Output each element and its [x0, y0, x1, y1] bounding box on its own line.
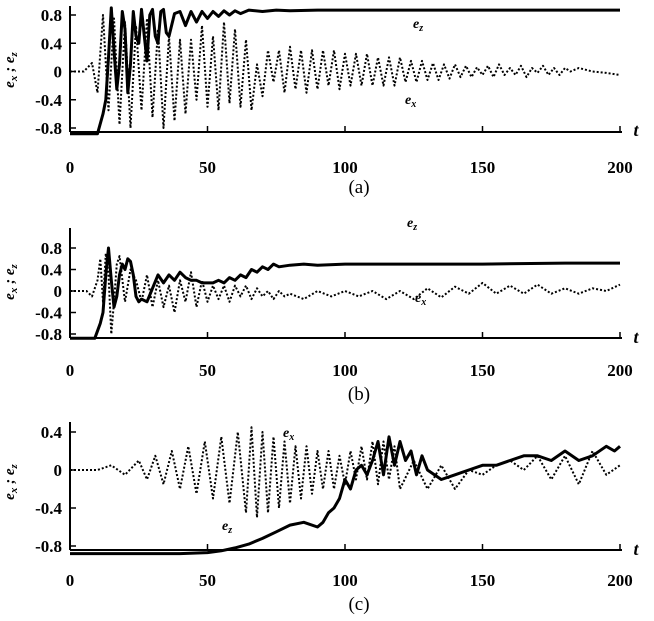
y-tick-label: -0.4 [35, 499, 62, 518]
panel-caption: (b) [348, 384, 370, 405]
x-tick-label: 200 [607, 361, 633, 380]
x-tick-label: 0 [66, 158, 75, 177]
x-tick-label: 0 [66, 571, 75, 590]
y-tick-label: 0.4 [41, 34, 63, 53]
x-tick-label: 150 [470, 571, 496, 590]
x-tick-label: 200 [607, 571, 633, 590]
y-axis-label: ex ; ez [2, 463, 20, 499]
x-axis-label: t [633, 120, 639, 140]
panel-caption: (c) [348, 594, 369, 615]
y-tick-label: -0.4 [35, 91, 62, 110]
series-line-ez [70, 246, 620, 340]
y-tick-label: 0 [54, 282, 63, 301]
y-tick-label: -0.8 [35, 325, 62, 344]
y-axis-label: ex ; ez [2, 263, 20, 299]
x-axis-label: t [633, 539, 639, 559]
series-line-ez [70, 6, 620, 136]
series-label-ex: ex [405, 93, 416, 110]
y-tick-label: 0 [54, 63, 63, 82]
series-line-ex [70, 426, 621, 519]
y-tick-label: 0 [54, 461, 63, 480]
x-tick-label: 200 [607, 158, 633, 177]
x-axis-label: t [633, 327, 639, 347]
y-tick-label: -0.8 [35, 537, 62, 556]
x-tick-label: 100 [332, 571, 358, 590]
x-tick-label: 100 [332, 158, 358, 177]
x-tick-label: 100 [332, 361, 358, 380]
panel-caption: (a) [348, 177, 369, 198]
series-label-ez: ez [222, 519, 232, 536]
series-label-ez: ez [407, 216, 417, 233]
y-tick-label: -0.4 [35, 304, 62, 323]
series-label-ez: ez [413, 17, 423, 34]
series-line-ex [70, 252, 621, 335]
x-tick-label: 50 [199, 158, 216, 177]
y-tick-label: 0.8 [41, 239, 62, 258]
x-tick-label: 50 [199, 571, 216, 590]
series-label-ex: ex [283, 426, 294, 443]
y-tick-label: 0.8 [41, 6, 62, 25]
x-tick-label: 150 [470, 158, 496, 177]
y-tick-label: 0.4 [41, 423, 63, 442]
x-tick-label: 150 [470, 361, 496, 380]
x-tick-label: 50 [199, 361, 216, 380]
series-label-ex: ex [415, 291, 426, 308]
x-tick-label: 0 [66, 361, 75, 380]
series-line-ez [70, 435, 621, 556]
y-tick-label: -0.8 [35, 119, 62, 138]
y-axis-label: ex ; ez [2, 51, 20, 87]
y-tick-label: 0.4 [41, 261, 63, 280]
series-line-ex [70, 14, 621, 129]
